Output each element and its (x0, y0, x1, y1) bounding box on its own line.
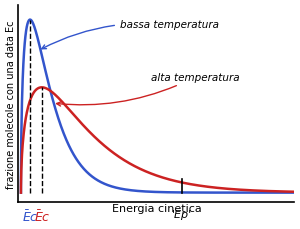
Text: $\bar{E}c$: $\bar{E}c$ (34, 209, 50, 224)
X-axis label: Energia cinetica: Energia cinetica (112, 204, 201, 213)
Text: alta temperatura: alta temperatura (57, 72, 240, 106)
Text: $\bar{E}c$: $\bar{E}c$ (22, 209, 38, 224)
Text: bassa temperatura: bassa temperatura (42, 20, 219, 49)
Text: 'Ep': 'Ep' (172, 209, 193, 219)
Y-axis label: frazione molecole con una data Ec: frazione molecole con una data Ec (6, 20, 16, 188)
